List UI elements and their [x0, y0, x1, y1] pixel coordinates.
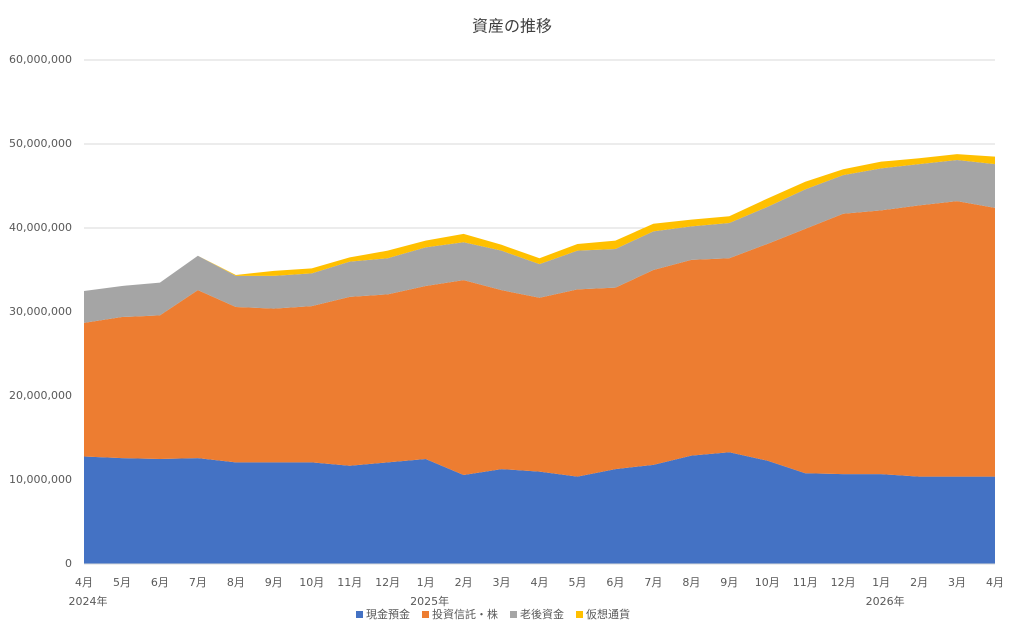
x-tick-label: 9月 [720, 576, 738, 589]
year-label: 2024年 [69, 594, 108, 608]
x-tick-label: 10月 [299, 576, 324, 589]
year-label: 2026年 [866, 594, 905, 608]
y-tick-label: 60,000,000 [9, 53, 72, 66]
area [84, 201, 995, 477]
x-tick-label: 5月 [568, 576, 586, 589]
y-tick-label: 30,000,000 [9, 305, 72, 318]
area [84, 452, 995, 564]
x-tick-label: 4月 [531, 576, 549, 589]
legend-label: 投資信託・株 [432, 607, 498, 621]
legend-swatch [576, 611, 583, 618]
chart-title: 資産の推移 [472, 17, 552, 36]
x-tick-label: 7月 [189, 576, 207, 589]
x-tick-label: 6月 [151, 576, 169, 589]
x-tick-label: 5月 [113, 576, 131, 589]
y-tick-label: 10,000,000 [9, 473, 72, 486]
legend-swatch [356, 611, 363, 618]
x-tick-label: 7月 [644, 576, 662, 589]
y-tick-label: 40,000,000 [9, 221, 72, 234]
legend-label: 仮想通貨 [586, 607, 630, 621]
x-tick-label: 1月 [872, 576, 890, 589]
y-tick-label: 50,000,000 [9, 137, 72, 150]
y-tick-label: 0 [65, 557, 72, 570]
x-tick-label: 12月 [375, 576, 400, 589]
x-tick-label: 8月 [682, 576, 700, 589]
x-tick-label: 6月 [606, 576, 624, 589]
legend-label: 現金預金 [366, 607, 410, 621]
legend-swatch [422, 611, 429, 618]
legend-label: 老後資金 [520, 607, 564, 621]
x-tick-label: 10月 [755, 576, 780, 589]
x-tick-label: 1月 [417, 576, 435, 589]
legend-swatch [510, 611, 517, 618]
y-tick-label: 20,000,000 [9, 389, 72, 402]
x-tick-label: 3月 [493, 576, 511, 589]
year-label: 2025年 [410, 594, 449, 608]
x-tick-label: 3月 [948, 576, 966, 589]
x-tick-label: 2月 [910, 576, 928, 589]
x-tick-label: 12月 [831, 576, 856, 589]
x-tick-label: 8月 [227, 576, 245, 589]
area [84, 159, 995, 323]
x-tick-label: 4月 [986, 576, 1004, 589]
x-tick-label: 9月 [265, 576, 283, 589]
x-tick-label: 4月 [75, 576, 93, 589]
area [84, 154, 995, 291]
x-tick-label: 11月 [793, 576, 818, 589]
x-tick-label: 2月 [455, 576, 473, 589]
x-tick-label: 11月 [337, 576, 362, 589]
